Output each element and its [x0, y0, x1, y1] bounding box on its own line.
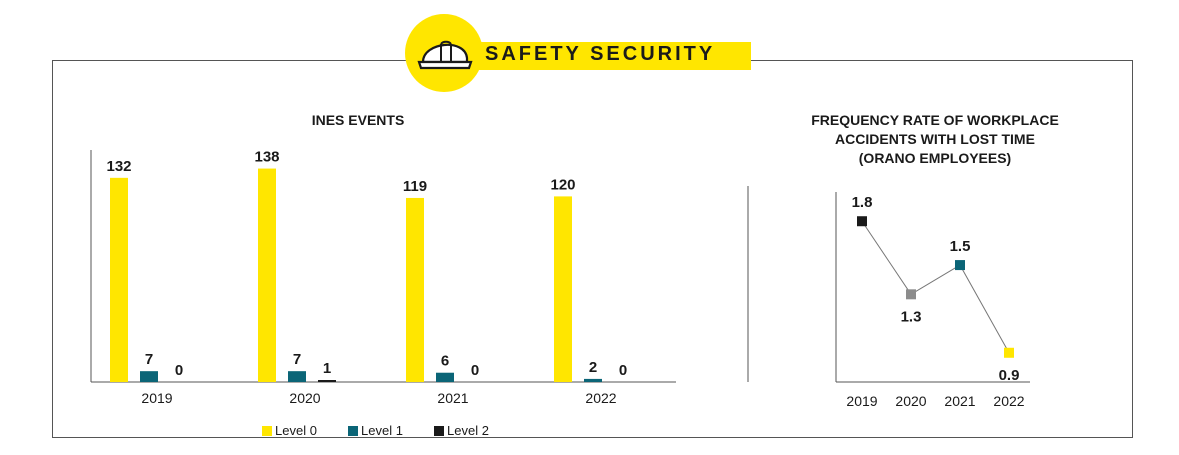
legend-swatch — [348, 425, 358, 436]
bar-value-label: 119 — [403, 178, 427, 195]
line-point-2020 — [906, 289, 916, 300]
legend-label: Level 1 — [361, 423, 403, 438]
bar-2020-level0 — [258, 168, 276, 382]
bar-value-label: 138 — [254, 149, 279, 166]
line-point-2022 — [1004, 347, 1014, 358]
bar-value-label: 0 — [175, 362, 183, 379]
legend-item-level1: Level 1 — [348, 423, 403, 438]
line-value-label: 1.3 — [901, 308, 922, 325]
frequency-rate-line — [861, 220, 1010, 354]
bar-x-tick-label: 2020 — [289, 390, 320, 406]
legend-item-level0: Level 0 — [262, 423, 317, 438]
line-point-2019 — [857, 216, 867, 227]
legend-item-level2: Level 2 — [434, 423, 489, 438]
line-title-line: ACCIDENTS WITH LOST TIME — [835, 131, 1035, 147]
bar-x-tick-label: 2019 — [141, 390, 172, 406]
bar-value-label: 132 — [106, 158, 131, 175]
legend-swatch — [434, 425, 444, 436]
ines-events-chart: INES EVENTS 1327020191387120201196020211… — [90, 112, 676, 406]
safety-helmet-icon — [417, 40, 473, 70]
bar-value-label: 0 — [619, 362, 627, 379]
main-title: SAFETY SECURITY — [485, 43, 716, 65]
line-value-label: 0.9 — [999, 367, 1020, 384]
line-point-2021 — [955, 260, 965, 271]
line-x-tick-label: 2022 — [993, 393, 1024, 409]
bar-value-label: 6 — [441, 353, 449, 370]
bar-x-tick-label: 2022 — [585, 390, 616, 406]
title-bar — [479, 42, 751, 70]
bar-value-label: 7 — [145, 351, 153, 368]
line-title-line: FREQUENCY RATE OF WORKPLACE — [811, 112, 1059, 128]
legend-label: Level 0 — [275, 423, 317, 438]
bar-2020-level1 — [288, 371, 306, 382]
bar-value-label: 7 — [293, 351, 301, 368]
bar-2022-level0 — [554, 196, 572, 382]
bar-2020-level2 — [318, 380, 336, 382]
bar-value-label: 1 — [323, 360, 331, 377]
legend-label: Level 2 — [447, 423, 489, 438]
bar-2021-level1 — [436, 372, 454, 382]
line-title-line: (ORANO EMPLOYEES) — [859, 150, 1011, 166]
legend-swatch — [262, 425, 272, 436]
bar-2019-level1 — [140, 371, 158, 382]
bar-value-label: 2 — [589, 359, 597, 376]
line-value-label: 1.5 — [950, 238, 971, 255]
bar-value-label: 0 — [471, 362, 479, 379]
line-x-tick-label: 2019 — [846, 393, 877, 409]
line-value-label: 1.8 — [852, 194, 873, 211]
bar-x-tick-label: 2021 — [437, 390, 468, 406]
frequency-rate-chart: FREQUENCY RATE OF WORKPLACE ACCIDENTS WIT… — [811, 112, 1059, 409]
bar-2022-level1 — [584, 378, 602, 382]
line-x-tick-label: 2020 — [895, 393, 926, 409]
bar-2019-level0 — [110, 177, 128, 382]
bar-2021-level0 — [406, 197, 424, 382]
line-x-tick-label: 2021 — [944, 393, 975, 409]
helmet-badge — [405, 14, 483, 92]
bar-value-label: 120 — [550, 176, 575, 193]
ines-events-title: INES EVENTS — [312, 112, 405, 128]
